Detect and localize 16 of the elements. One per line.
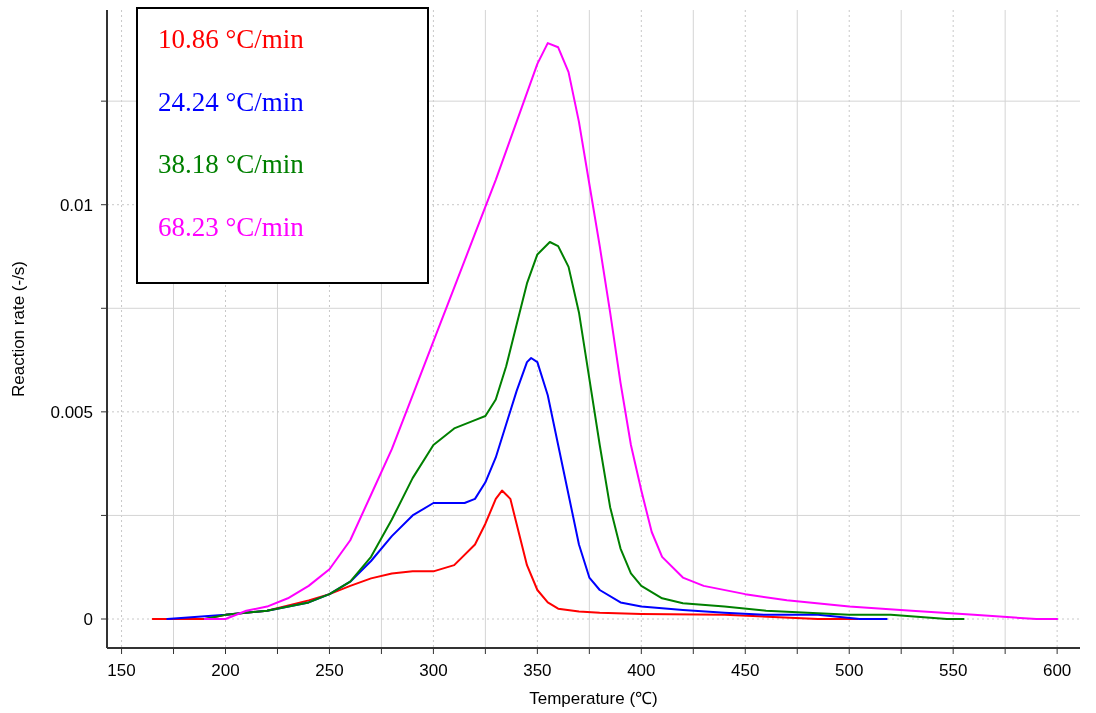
y-axis-title: Reaction rate (-/s) <box>9 260 28 398</box>
x-tick-label: 500 <box>835 661 864 680</box>
y-tick-label: 0 <box>83 609 93 629</box>
x-tick-label: 400 <box>627 661 656 680</box>
x-tick-label: 250 <box>315 661 344 680</box>
x-tick-label: 300 <box>419 661 448 680</box>
x-tick-label: 350 <box>523 661 552 680</box>
x-axis-title: Temperature (℃) <box>529 689 658 708</box>
y-tick-label: 0.01 <box>59 195 93 215</box>
x-tick-label: 450 <box>731 661 760 680</box>
x-tick-label: 600 <box>1042 661 1072 680</box>
x-tick-label: 200 <box>211 661 240 680</box>
legend: 10.86 °C/min 24.24 °C/min 38.18 °C/min 68.23 °C/min <box>136 7 429 284</box>
x-tick-label: 150 <box>107 661 136 680</box>
x-tick-label: 550 <box>938 661 968 680</box>
y-tick-label: 0.005 <box>50 402 93 422</box>
